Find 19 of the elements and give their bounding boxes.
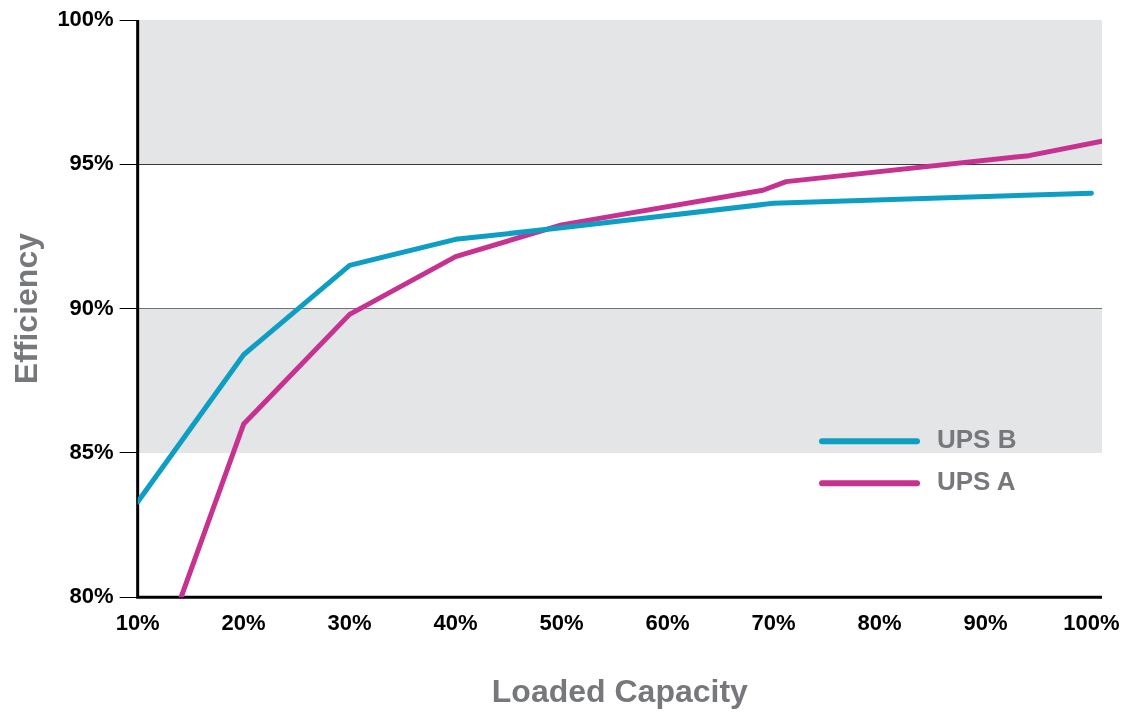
y-tick-label: 100% [57, 6, 114, 32]
x-tick-label: 30% [327, 610, 372, 636]
x-tick-label: 80% [857, 610, 902, 636]
x-tick-label: 100% [1063, 610, 1120, 636]
x-tick-label: 40% [433, 610, 478, 636]
y-tick-label: 95% [69, 150, 114, 176]
y-tick-label: 85% [69, 438, 114, 464]
x-tick-label: 60% [645, 610, 690, 636]
legend-label: UPS B [937, 424, 1017, 455]
x-tick-label: 90% [963, 610, 1008, 636]
x-tick-label: 10% [115, 610, 160, 636]
x-tick-label: 70% [751, 610, 796, 636]
y-axis-title: Efficiency [8, 232, 45, 385]
x-axis-title: Loaded Capacity [491, 672, 749, 709]
x-tick-label: 20% [221, 610, 266, 636]
legend-label: UPS A [937, 466, 1016, 497]
y-tick-label: 90% [69, 294, 114, 320]
y-tick-label: 80% [69, 583, 114, 609]
x-tick-label: 50% [539, 610, 584, 636]
